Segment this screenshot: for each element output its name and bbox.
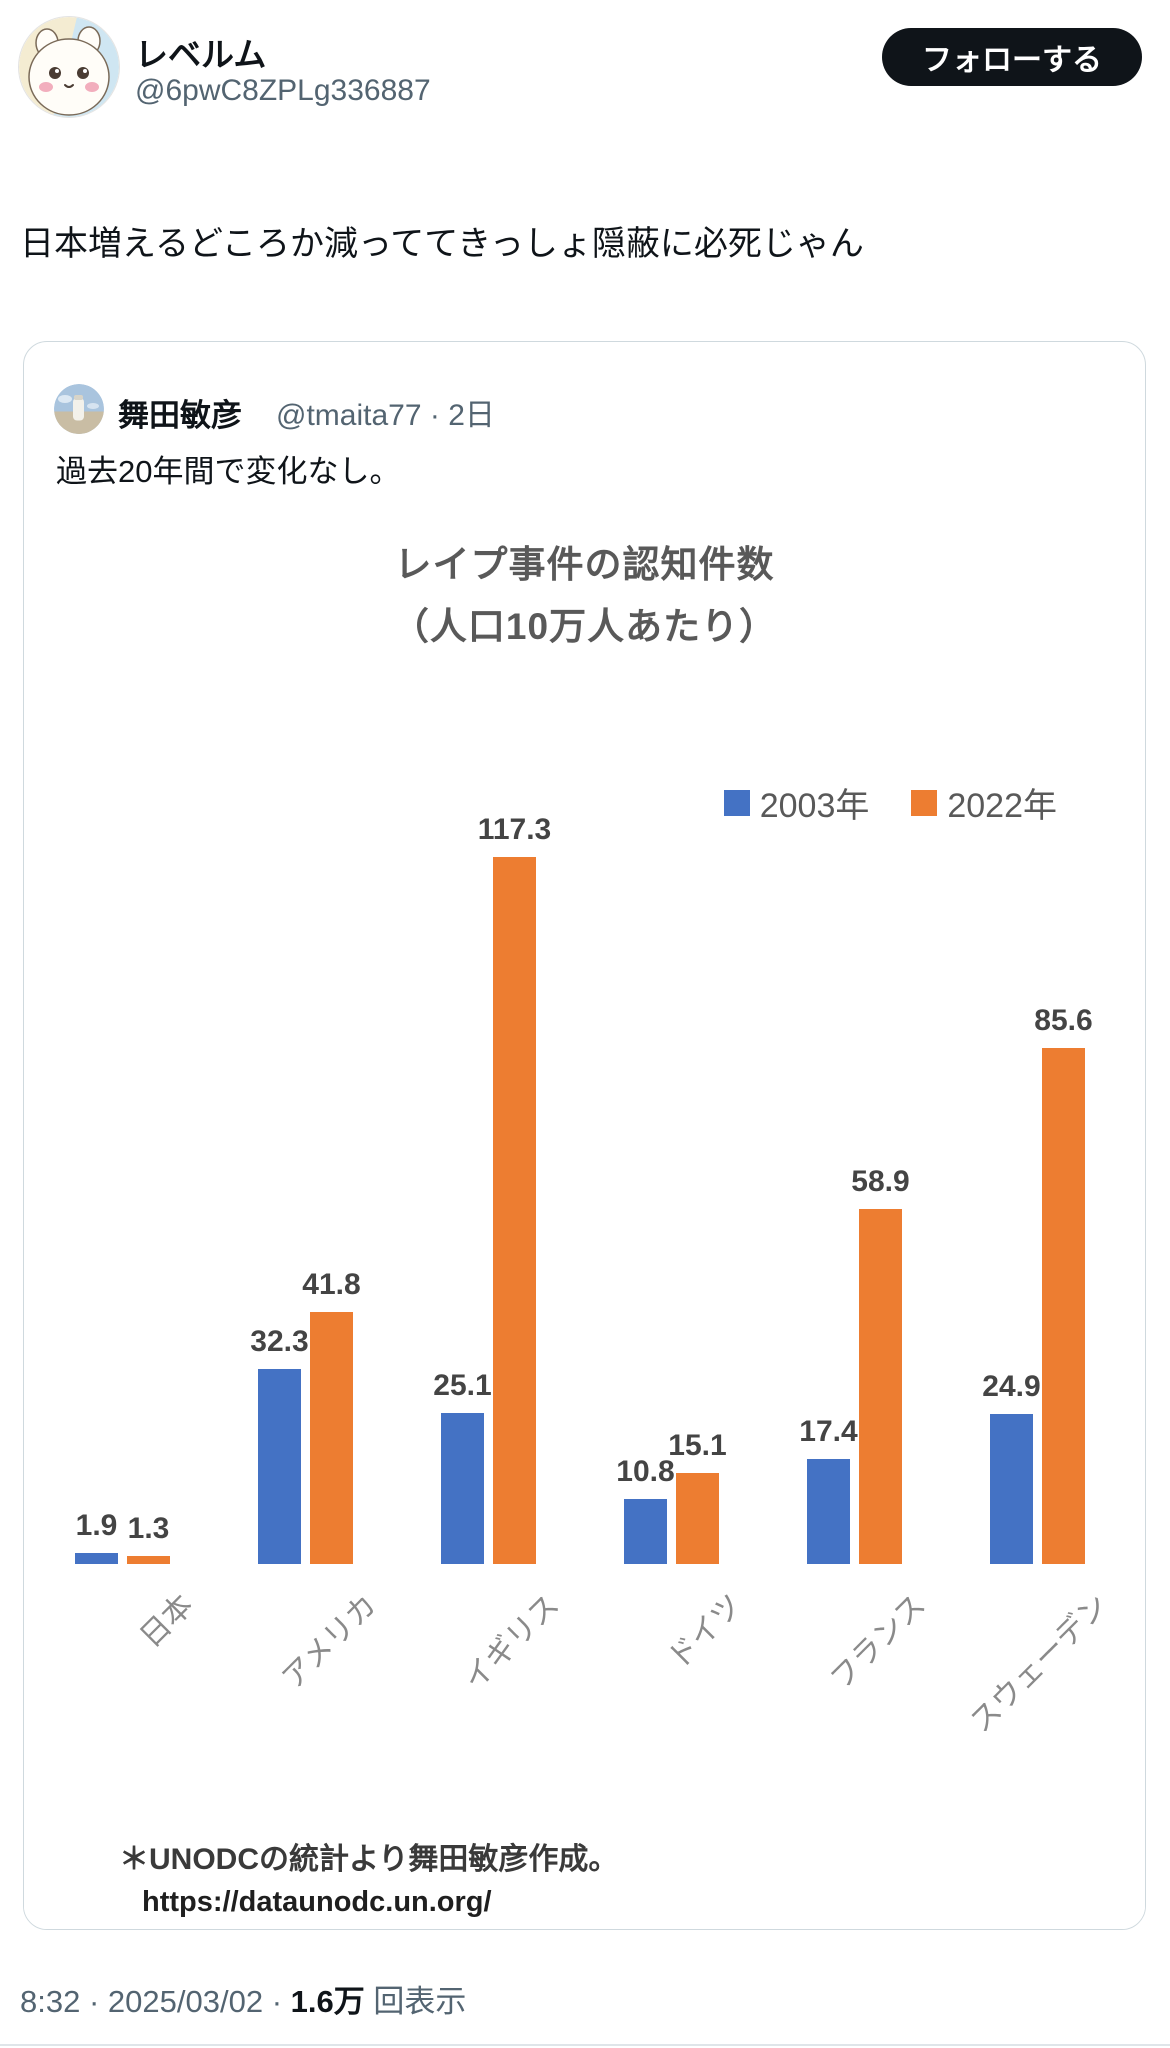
chart-title-line2: （人口10万人あたり） (391, 606, 778, 647)
bar-2022年-ドイツ (676, 1473, 719, 1564)
axis-label-イギリス: イギリス (457, 1588, 566, 1697)
axis-label-ドイツ: ドイツ (661, 1588, 749, 1676)
axis-label-スウェーデン: スウェーデン (964, 1588, 1115, 1739)
bar-2003年-アメリカ (258, 1369, 301, 1564)
hamster-character-avatar-image (19, 17, 119, 117)
quoted-author-name: 舞田敏彦 (118, 398, 242, 433)
footer-separator-1: · (88, 1984, 108, 2019)
value-label-2003年-ドイツ: 10.8 (616, 1455, 675, 1488)
value-label-2003年-イギリス: 25.1 (433, 1369, 492, 1402)
value-label-2003年-フランス: 17.4 (799, 1415, 858, 1448)
value-label-2022年-フランス: 58.9 (851, 1165, 910, 1198)
legend-swatch-2022 (911, 789, 938, 816)
value-label-2003年-スウェーデン: 24.9 (982, 1370, 1041, 1403)
tweet-text: 日本増えるどころか減っててきっしょ隠蔽に必死じゃん (20, 225, 864, 263)
bar-2022年-スウェーデン (1042, 1048, 1085, 1564)
tweet-date: 2025/03/02 (107, 1984, 264, 2019)
chart-title-line1: レイプ事件の認知件数 (394, 544, 775, 585)
value-label-2022年-アメリカ: 41.8 (302, 1268, 361, 1301)
quoted-author-avatar (54, 384, 104, 434)
views-label: 回表示 (373, 1984, 467, 2019)
legend-label-2003: 2003年 (759, 787, 870, 825)
bar-2022年-日本 (127, 1556, 170, 1564)
chart-source-note: ＊UNODCの統計より舞田敏彦作成。 (119, 1843, 619, 1876)
follow-button[interactable]: フォローする (882, 28, 1142, 86)
legend-swatch-2003 (723, 789, 750, 816)
profile-avatar[interactable] (18, 16, 120, 118)
bar-plot: 1.9 1.3 日本 32.3 41.8 アメリカ 25.1 117.3 イギリス 10.8 15.… (24, 502, 1145, 1929)
landscape-avatar-image (54, 384, 104, 434)
axis-label-日本: 日本 (133, 1588, 200, 1655)
meta-separator: · (429, 399, 449, 432)
value-label-2003年-日本: 1.9 (75, 1509, 118, 1542)
quoted-author-handle: @tmaita77 (276, 399, 422, 432)
bar-2022年-アメリカ (310, 1312, 353, 1564)
value-label-2022年-日本: 1.3 (127, 1512, 170, 1545)
bar-2003年-ドイツ (624, 1499, 667, 1564)
axis-label-アメリカ: アメリカ (275, 1588, 383, 1696)
quoted-tweet-age: 2日 (448, 399, 495, 432)
value-label-2003年-アメリカ: 32.3 (250, 1325, 309, 1358)
bar-2003年-スウェーデン (990, 1414, 1033, 1564)
bar-2003年-フランス (807, 1459, 850, 1564)
legend-item-2022: 2022年 (911, 778, 1057, 827)
axis-label-フランス: フランス (823, 1588, 932, 1697)
value-label-2022年-ドイツ: 15.1 (668, 1429, 727, 1462)
value-label-2022年-イギリス: 117.3 (477, 813, 552, 846)
value-label-2022年-スウェーデン: 85.6 (1034, 1004, 1093, 1037)
tweet-timestamp-row: 8:32 · 2025/03/02 · 1.6万 回表示 (20, 1976, 466, 2021)
user-handle[interactable]: @6pwC8ZPLg336887 (135, 74, 431, 107)
quoted-author-meta: @tmaita77 · 2日 (276, 390, 495, 434)
chart-source-url: https://dataunodc.un.org/ (142, 1886, 492, 1918)
quoted-tweet-text: 過去20年間で変化なし。 (56, 454, 401, 489)
bar-2022年-イギリス (493, 857, 536, 1564)
bottom-divider (0, 2044, 1170, 2046)
bar-2022年-フランス (859, 1209, 902, 1564)
bar-2003年-日本 (75, 1553, 118, 1564)
bar-2003年-イギリス (441, 1413, 484, 1564)
legend-label-2022: 2022年 (947, 787, 1057, 825)
tweet-time: 8:32 (20, 1984, 81, 2019)
quoted-tweet-card[interactable]: 舞田敏彦 @tmaita77 · 2日 過去20年間で変化なし。 レイプ事件の認… (23, 341, 1146, 1930)
chart-legend: 2003年 2022年 (723, 778, 1057, 827)
views-count: 1.6万 (290, 1984, 365, 2019)
legend-item-2003: 2003年 (723, 778, 870, 827)
chart-image[interactable]: レイプ事件の認知件数 （人口10万人あたり） 2003年 2022年 1.9 1.… (24, 502, 1145, 1929)
footer-separator-2: · (271, 1984, 291, 2019)
display-name[interactable]: レベルム (135, 36, 267, 73)
